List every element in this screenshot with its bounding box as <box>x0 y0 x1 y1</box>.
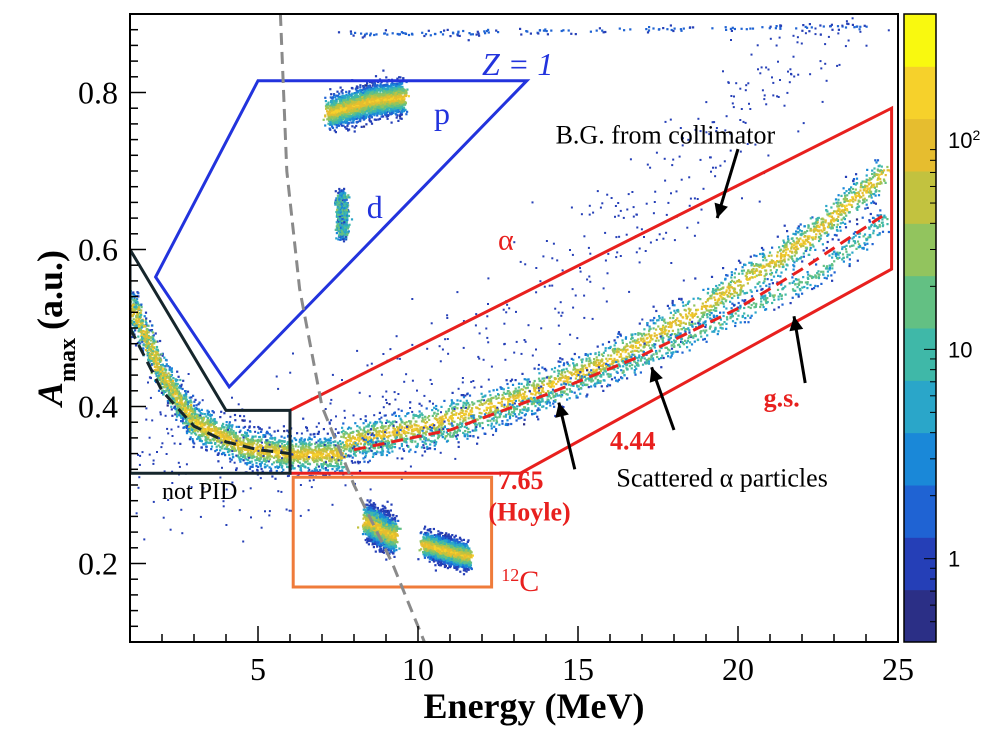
label-z1: Z = 1 <box>482 46 553 82</box>
e444-arrow <box>649 366 676 431</box>
colorbar-segment <box>904 485 936 538</box>
colorbar-tick-label: 1 <box>948 547 960 572</box>
grey-dashed <box>278 14 426 642</box>
x-tick-label: 5 <box>250 651 266 687</box>
colorbar-segment <box>904 537 936 591</box>
colorbar-segment <box>904 118 936 172</box>
gs-arrow <box>789 315 807 384</box>
annotations: Z = 1 p d α B.G. from collimator g.s. 4.44 7.65… <box>162 46 828 598</box>
colorbar-segment <box>904 589 936 643</box>
colorbar-frame <box>903 13 937 643</box>
locus-deuteron-cluster <box>334 187 354 243</box>
label-bg: B.G. from collimator <box>556 121 776 150</box>
label-notpid: not PID <box>162 479 237 505</box>
overlay-cuts <box>130 14 894 642</box>
label-hoyle: (Hoyle) <box>488 497 570 526</box>
y-axis-title: Amax(a.u.) <box>30 250 81 408</box>
colorbar-segment <box>904 14 936 67</box>
cut-12c <box>291 475 494 589</box>
locus-proton-cluster <box>322 69 410 134</box>
sparse-background <box>135 14 892 543</box>
black-dashed <box>130 327 291 456</box>
x-tick-label: 10 <box>402 651 434 687</box>
e765-arrow <box>555 402 577 470</box>
label-scattered: Scattered α particles <box>616 464 827 493</box>
cut-notpid <box>130 246 292 475</box>
x-axis-title: Energy (MeV) <box>424 686 645 726</box>
locus-carbon-cluster-2 <box>417 525 474 576</box>
y-tick-label: 0.6 <box>78 232 118 268</box>
label-c12: 12C <box>501 565 539 598</box>
locus-scattered-alpha <box>349 209 890 463</box>
colorbar-segment <box>904 328 936 381</box>
label-d: d <box>367 189 383 225</box>
colorbar-segment <box>904 275 936 329</box>
colorbar-segment <box>904 171 936 224</box>
x-tick-label: 15 <box>562 651 594 687</box>
locus-bg-top <box>337 22 868 42</box>
cut-z1 <box>153 79 531 390</box>
colorbar-segment <box>904 380 936 434</box>
y-tick-label: 0.8 <box>78 75 118 111</box>
y-tick-label: 0.2 <box>78 546 118 582</box>
x-tick-label: 20 <box>722 651 754 687</box>
colorbar-tick-label: 10 <box>948 337 972 362</box>
label-alpha: α <box>498 224 514 257</box>
label-gs: g.s. <box>764 384 800 413</box>
density-points <box>130 14 892 576</box>
label-e765: 7.65 <box>498 466 544 495</box>
red-dashed <box>353 212 887 452</box>
label-e444: 4.44 <box>610 427 656 456</box>
x-tick-label: 25 <box>882 651 914 687</box>
label-p: p <box>434 95 450 131</box>
bg-arrow <box>714 148 740 219</box>
y-tick-label: 0.4 <box>78 389 118 425</box>
axes: 5 10 15 20 25 0.2 0.4 0.6 0.8 Energy (MeV) Amax(a.… <box>30 13 914 726</box>
colorbar: 1 10 102 <box>903 13 980 643</box>
colorbar-segment <box>904 66 936 120</box>
colorbar-tick-label: 102 <box>948 127 980 153</box>
locus-carbon-cluster-1 <box>357 499 402 561</box>
